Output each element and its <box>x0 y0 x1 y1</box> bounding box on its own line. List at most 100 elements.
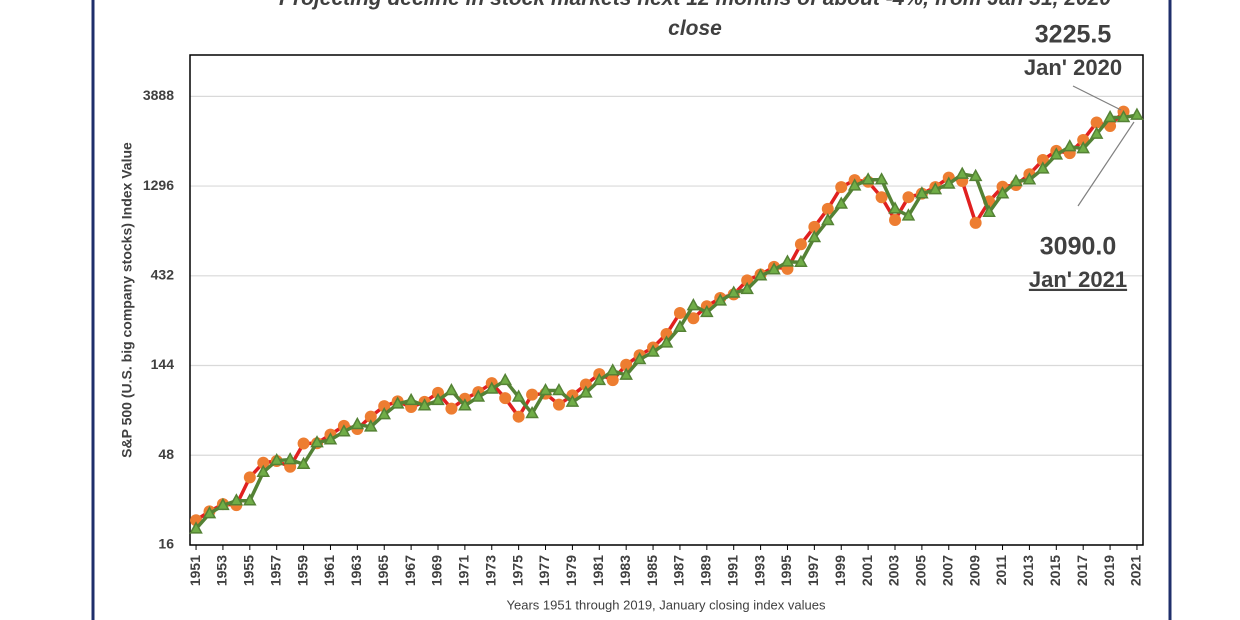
point <box>1036 161 1050 174</box>
point <box>538 383 553 396</box>
point <box>511 389 526 402</box>
x-tick-label: 1999 <box>832 555 848 586</box>
point <box>257 456 270 469</box>
point <box>673 319 687 333</box>
point <box>874 172 889 185</box>
x-tick-label: 1985 <box>644 555 660 586</box>
point <box>350 416 365 430</box>
x-tick-label: 1983 <box>617 555 633 586</box>
point <box>364 410 377 423</box>
point <box>834 196 849 209</box>
point <box>942 176 956 189</box>
point <box>498 372 512 386</box>
point <box>243 493 257 506</box>
point <box>1089 126 1104 139</box>
point <box>310 435 324 448</box>
x-tick-label: 1987 <box>671 555 687 586</box>
point <box>592 372 607 386</box>
x-tick-label: 2013 <box>1020 555 1036 586</box>
x-tick-label: 1951 <box>187 555 203 586</box>
point <box>1036 154 1049 167</box>
x-tick-label: 1957 <box>267 555 283 586</box>
x-tick-label: 1995 <box>778 555 794 586</box>
x-tick-label: 1989 <box>698 555 714 586</box>
point <box>1022 172 1037 185</box>
x-tick-label: 1971 <box>456 555 472 586</box>
point <box>243 471 256 484</box>
point <box>256 464 271 477</box>
point <box>499 392 512 405</box>
y-tick-label: 144 <box>151 356 175 372</box>
point <box>632 351 647 365</box>
point <box>526 388 539 401</box>
x-tick-label: 1967 <box>402 555 418 586</box>
point <box>202 506 217 519</box>
y-tick-label: 432 <box>151 267 175 283</box>
annotation: Jan' 2020 <box>1024 55 1122 80</box>
point <box>216 497 230 511</box>
point <box>1076 141 1090 154</box>
x-tick-label: 2019 <box>1101 555 1117 586</box>
point <box>1090 116 1103 129</box>
point <box>808 220 821 233</box>
point <box>444 383 459 396</box>
point <box>364 419 378 432</box>
point <box>525 405 539 419</box>
annotation: 3090.0 <box>1040 233 1116 261</box>
point <box>969 216 982 229</box>
x-tick-label: 2005 <box>913 555 929 586</box>
x-tick-label: 1997 <box>805 555 821 586</box>
point <box>445 402 458 415</box>
point <box>955 166 969 179</box>
x-tick-label: 1963 <box>348 555 364 586</box>
point <box>700 304 714 318</box>
point <box>404 392 418 406</box>
point <box>484 381 499 394</box>
point <box>740 281 754 295</box>
x-tick-label: 2011 <box>993 555 1009 586</box>
point <box>915 186 929 199</box>
x-tick-label: 1973 <box>482 555 498 586</box>
y-tick-label: 1296 <box>143 177 174 193</box>
x-tick-label: 1981 <box>590 555 606 586</box>
series-line <box>195 110 1125 522</box>
x-tick-label: 1975 <box>509 555 525 586</box>
x-tick-label: 1979 <box>563 555 579 586</box>
point <box>417 398 432 411</box>
x-tick-label: 1955 <box>241 555 257 586</box>
point <box>767 262 781 275</box>
point <box>377 407 391 420</box>
point <box>888 201 902 214</box>
point <box>1062 139 1077 152</box>
point <box>821 202 834 215</box>
point <box>741 274 754 287</box>
point <box>512 410 525 423</box>
x-tick-label: 1993 <box>751 555 767 586</box>
point <box>646 344 660 357</box>
x-tick-label: 2021 <box>1128 555 1144 586</box>
x-tick-label: 1991 <box>724 555 740 586</box>
point <box>229 493 244 506</box>
point <box>579 385 593 398</box>
point <box>821 212 835 226</box>
point <box>889 213 902 226</box>
point <box>687 312 700 325</box>
point <box>995 186 1010 199</box>
point <box>552 398 565 411</box>
y-tick-label: 16 <box>158 536 174 552</box>
point <box>753 268 768 281</box>
point <box>390 396 405 409</box>
point <box>875 191 888 204</box>
point <box>323 432 338 445</box>
point <box>686 298 701 311</box>
point <box>606 374 619 387</box>
point <box>847 178 862 191</box>
x-tick-label: 1953 <box>214 555 230 586</box>
callout-line <box>1077 121 1135 207</box>
plot-border <box>189 54 1144 546</box>
point <box>1049 147 1064 160</box>
point <box>283 452 297 465</box>
x-tick-label: 1965 <box>375 555 391 586</box>
point <box>579 378 592 391</box>
